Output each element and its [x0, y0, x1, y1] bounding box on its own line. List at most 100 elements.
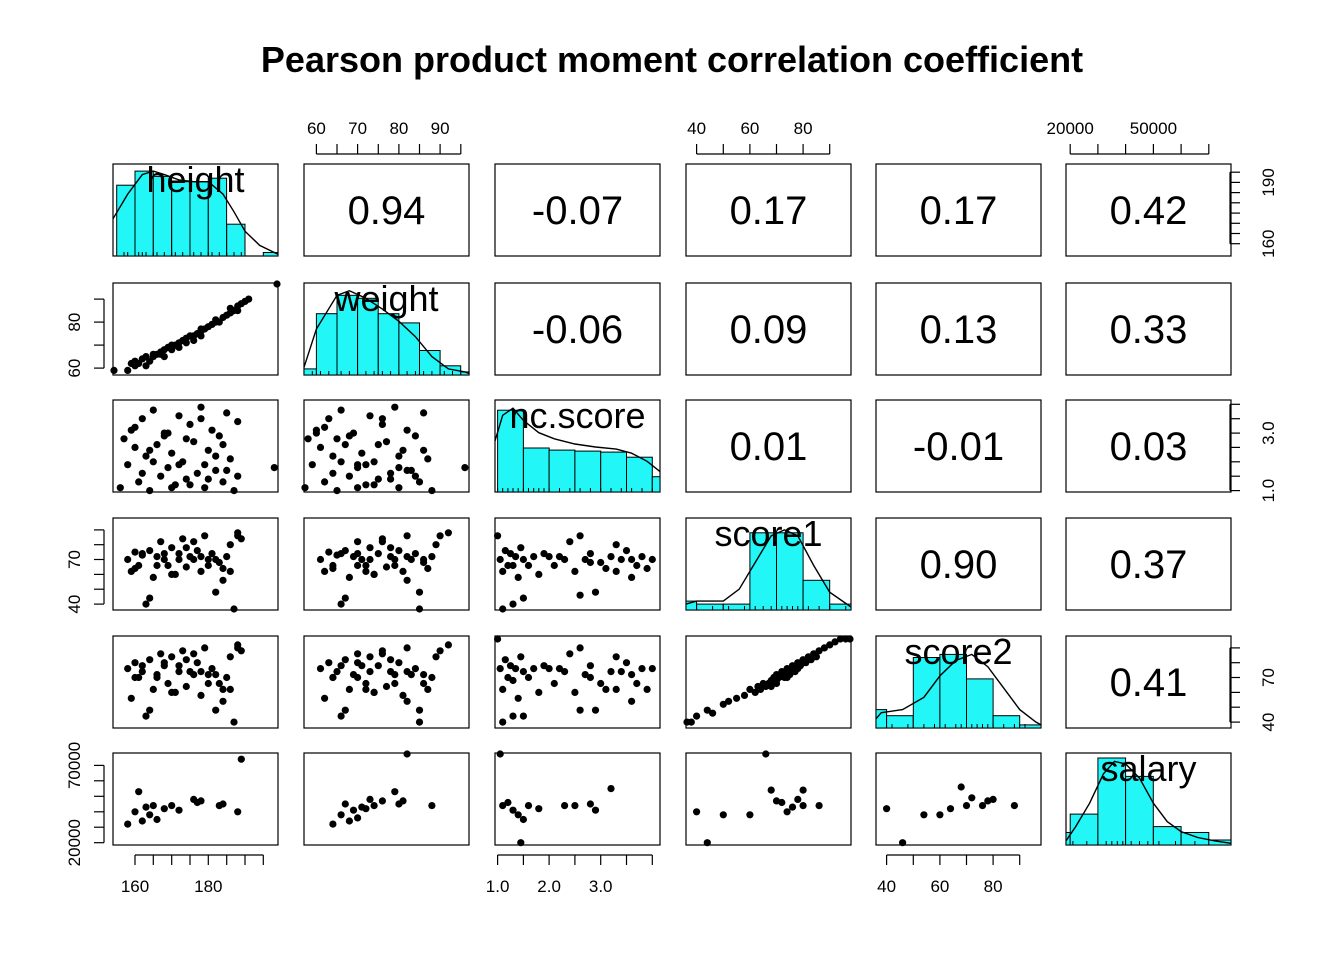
scatter-point: [345, 573, 353, 582]
correlation-score1-score2: 0.90: [920, 543, 998, 587]
scatter-point: [138, 668, 146, 676]
scatter-point: [175, 343, 183, 351]
scatter-point: [160, 550, 168, 558]
scatter-point: [234, 644, 242, 652]
scatter-point: [212, 452, 220, 460]
scatter-point: [504, 561, 512, 570]
scatter-point: [168, 570, 176, 579]
scatter-point: [415, 478, 424, 486]
scatter-point: [201, 644, 209, 652]
histogram-bar: [939, 653, 968, 729]
tick-label: 20000: [1047, 119, 1094, 138]
histogram-bar: [116, 184, 136, 257]
scatter-point: [230, 718, 238, 726]
scatter-point: [193, 547, 201, 555]
correlation-height-salary: 0.42: [1110, 189, 1188, 233]
scatter-point: [597, 558, 605, 567]
scatter-point: [149, 458, 157, 466]
panel-frame-salary-height: [112, 752, 279, 846]
scatter-point: [219, 441, 227, 449]
scatter-point: [978, 802, 987, 810]
scatter-point: [312, 429, 320, 437]
scatter-point: [153, 673, 161, 682]
scatter-point: [223, 553, 231, 561]
scatter-point: [628, 671, 636, 679]
panel-frame-score1-height: [112, 517, 279, 611]
histogram-bar: [377, 313, 400, 376]
histogram-bar: [696, 603, 724, 611]
scatter-point: [223, 466, 231, 474]
scatter-point: [197, 415, 205, 423]
scatter-point: [197, 553, 205, 561]
scatter-point: [370, 570, 378, 579]
panel-frame-weight-ncscore: [494, 282, 661, 376]
scatter-point: [153, 561, 161, 570]
scatter-point: [424, 685, 432, 694]
scatter-point: [550, 679, 558, 688]
scatter-point: [607, 785, 615, 793]
scatter-point: [354, 461, 362, 469]
diagonal-label-height: height: [146, 159, 244, 200]
density-curve: [875, 653, 1042, 726]
panel-frame-ncscore-salary: [1065, 399, 1232, 493]
scatter-point: [358, 449, 366, 457]
panel-frame-ncscore-height: [112, 399, 279, 493]
scatter-point: [142, 712, 150, 720]
scatter-point: [333, 668, 341, 676]
scatter-point: [378, 420, 386, 428]
scatter-point: [524, 561, 533, 570]
scatter-point: [204, 671, 212, 679]
scatter-point: [362, 567, 370, 576]
scatter-point: [234, 532, 242, 540]
panel-frame-score1-ncscore: [494, 517, 661, 611]
scatter-point: [420, 409, 428, 417]
scatter-point: [208, 550, 216, 558]
histogram-bar: [497, 409, 524, 493]
scatter-point: [571, 802, 579, 810]
axis-right-ncscore: 1.0 3.0: [1229, 403, 1278, 502]
scatter-point: [799, 802, 807, 810]
scatter-point: [387, 469, 395, 477]
correlation-score2-salary: 0.41: [1110, 661, 1188, 705]
scatter-point: [337, 600, 345, 608]
scatter-point: [354, 561, 362, 570]
scatter-point: [374, 441, 382, 449]
scatter-point: [175, 806, 183, 814]
histogram-bar: [439, 365, 462, 376]
panel-frame-weight-score1: [685, 282, 852, 376]
scatter-point: [201, 484, 209, 492]
scatter-point: [415, 706, 424, 714]
scatter-point: [846, 635, 854, 643]
scatter-point: [153, 815, 161, 824]
panel-frame-height-score2: [875, 163, 1042, 257]
scatter-point: [219, 478, 227, 486]
scatter-point: [325, 659, 333, 667]
panel-frame-salary-weight: [303, 752, 470, 846]
scatter-point: [420, 679, 428, 688]
scatter-point: [124, 461, 132, 469]
scatter-point: [138, 415, 146, 423]
scatter-point: [321, 567, 329, 576]
correlation-ncscore-salary: 0.03: [1110, 425, 1188, 469]
histogram-bar: [574, 450, 602, 493]
scatter-point: [415, 588, 424, 596]
scatter-point: [345, 432, 353, 440]
scatter-point: [576, 644, 584, 652]
scatter-point: [237, 755, 245, 763]
scatter-point: [374, 662, 382, 670]
scatter-point: [354, 650, 362, 658]
scatter-point: [362, 461, 370, 469]
axis-bottom-ncscore: 1.0 2.0 3.0: [486, 854, 653, 896]
scatter-point: [341, 594, 349, 602]
scatter-point: [643, 685, 651, 694]
histogram-bar: [303, 368, 317, 376]
scatter-point: [193, 659, 201, 667]
tick-label: 70: [348, 119, 367, 138]
panel-frame-weight-salary: [1065, 282, 1232, 376]
scatter-point: [219, 685, 227, 694]
scatter-point: [778, 798, 786, 807]
scatter-point: [420, 446, 428, 454]
tick-label: 20000: [65, 819, 84, 866]
panel-frame-score2-score1: [685, 635, 852, 729]
scatter-point: [617, 668, 625, 676]
